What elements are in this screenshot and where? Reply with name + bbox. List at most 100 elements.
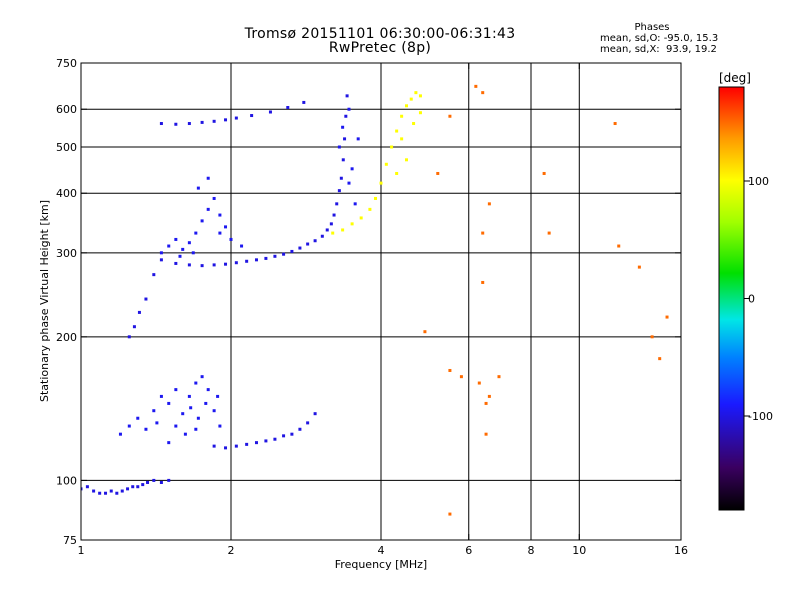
data-point — [200, 120, 204, 124]
data-point — [313, 412, 317, 416]
data-point — [395, 129, 399, 133]
data-point — [487, 394, 491, 398]
data-point — [409, 97, 413, 101]
data-point — [477, 381, 481, 385]
data-point — [240, 244, 244, 248]
data-point — [200, 264, 204, 268]
data-point — [356, 137, 360, 141]
data-point — [81, 487, 83, 491]
data-point — [341, 125, 345, 129]
data-point — [155, 421, 159, 425]
data-point — [497, 375, 501, 379]
y-tick-label: 75 — [63, 534, 77, 547]
data-point — [234, 444, 238, 448]
data-point — [167, 244, 171, 248]
data-point — [131, 485, 135, 489]
data-point — [481, 231, 485, 235]
data-point — [337, 145, 341, 149]
data-point — [181, 247, 185, 251]
data-point — [617, 244, 621, 248]
data-point — [350, 222, 354, 226]
data-point — [189, 406, 193, 410]
phase-stats-o-mode: mean, sd,O: -95.0, 15.3 — [600, 33, 719, 44]
data-point — [194, 427, 198, 431]
y-tick-label: 500 — [56, 141, 77, 154]
data-point — [245, 259, 249, 263]
data-point — [159, 394, 163, 398]
data-point — [152, 273, 156, 277]
phase-statistics: Phases mean, sd,O: -95.0, 15.3 mean, sd,… — [600, 22, 788, 55]
x-tick-label: 8 — [528, 544, 535, 557]
data-point — [224, 262, 228, 266]
data-point — [448, 368, 452, 372]
y-axis-ticks: 75 100 200 300 400 500 600 750 — [56, 57, 681, 547]
colorbar-ticks: 100 0 -100 — [744, 175, 773, 423]
data-point — [196, 186, 200, 190]
data-point — [159, 251, 163, 255]
data-point — [344, 114, 348, 118]
data-point — [245, 442, 249, 446]
y-tick-label: 100 — [56, 474, 77, 487]
x-axis-label: Frequency [MHz] — [335, 558, 427, 571]
data-point — [159, 122, 163, 126]
data-point — [174, 424, 178, 428]
data-point — [404, 158, 408, 162]
data-point — [412, 122, 416, 126]
data-point — [206, 176, 210, 180]
data-point — [159, 258, 163, 262]
data-point — [290, 249, 294, 253]
data-point — [206, 388, 210, 392]
x-tick-label: 2 — [228, 544, 235, 557]
colorbar-label: [deg] — [719, 71, 751, 85]
data-point — [400, 137, 404, 141]
data-point — [218, 213, 222, 217]
data-point — [224, 225, 228, 229]
data-point — [282, 252, 286, 256]
data-point — [414, 91, 418, 95]
data-point — [374, 196, 378, 200]
data-point — [298, 246, 302, 250]
data-point — [436, 171, 440, 175]
x-tick-label: 10 — [572, 544, 586, 557]
data-point — [212, 409, 216, 413]
data-point — [174, 261, 178, 265]
data-point — [320, 234, 324, 238]
data-point — [167, 441, 171, 445]
data-point — [118, 432, 122, 436]
data-point — [637, 265, 641, 269]
data-point — [196, 416, 200, 420]
data-point — [487, 202, 491, 206]
data-point — [212, 444, 216, 448]
data-point — [204, 401, 208, 405]
colorbar-tick-label: 100 — [748, 175, 769, 188]
x-tick-label: 16 — [674, 544, 688, 557]
data-point — [187, 241, 191, 245]
data-point — [341, 158, 345, 162]
data-point — [306, 421, 310, 425]
data-point — [146, 480, 150, 484]
data-point — [481, 91, 485, 95]
data-point — [353, 202, 357, 206]
data-point — [218, 424, 222, 428]
data-point — [313, 239, 317, 243]
data-point — [484, 401, 488, 405]
data-point — [350, 167, 354, 171]
colorbar-tick-label: 0 — [748, 293, 755, 306]
data-point — [132, 325, 136, 329]
data-point — [212, 196, 216, 200]
data-point — [98, 491, 102, 495]
x-tick-label: 4 — [378, 544, 385, 557]
phase-stats-x-mode: mean, sd,X: 93.9, 19.2 — [600, 44, 717, 55]
data-point — [187, 122, 191, 126]
data-point — [335, 202, 339, 206]
data-point — [174, 122, 178, 126]
data-point — [136, 416, 140, 420]
data-point — [286, 106, 290, 110]
data-point — [144, 427, 148, 431]
data-point — [109, 489, 113, 493]
data-point — [234, 116, 238, 120]
data-point — [152, 409, 156, 413]
data-point — [359, 216, 363, 220]
chart-title: Tromsø 20151101 06:30:00-06:31:43 — [244, 26, 516, 42]
data-point — [329, 222, 333, 226]
